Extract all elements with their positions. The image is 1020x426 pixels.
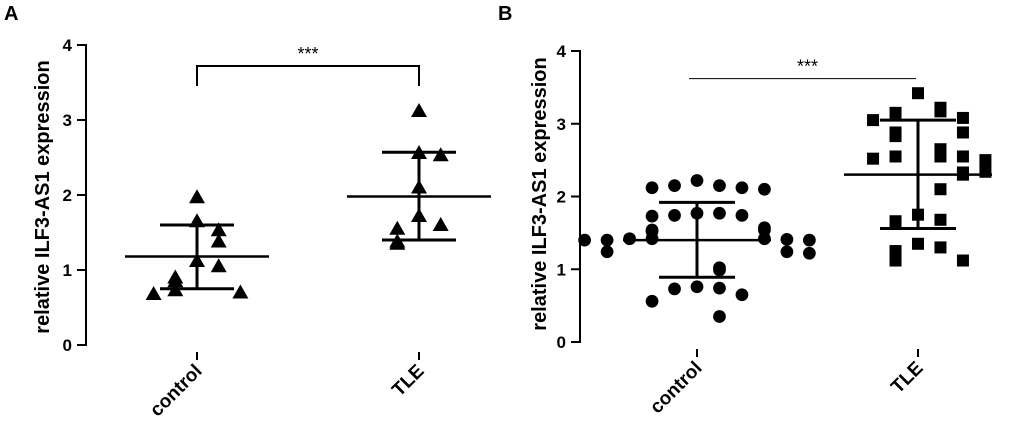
data-point [934, 241, 947, 254]
data-point [912, 87, 924, 100]
data-point [956, 150, 969, 163]
y-tick-label: 2 [63, 186, 72, 205]
data-point [713, 263, 726, 277]
y-tick-label: 1 [63, 261, 72, 280]
data-point [979, 165, 992, 178]
y-tick-label: 3 [63, 111, 72, 130]
x-tick-label: control [146, 361, 206, 421]
data-point [867, 152, 880, 165]
data-point [803, 233, 816, 247]
data-point [758, 223, 771, 237]
significance-label: *** [297, 44, 318, 64]
data-point [780, 233, 794, 246]
data-point [889, 150, 902, 163]
data-point [956, 126, 969, 139]
y-tick-label: 3 [557, 115, 566, 134]
data-point [668, 179, 681, 192]
data-point [210, 222, 227, 237]
data-point [713, 179, 726, 192]
data-point [979, 154, 992, 167]
y-axis-label-b: relative ILF3-AS1 expression [529, 57, 551, 330]
data-point [780, 245, 794, 259]
data-point [232, 284, 249, 299]
data-point [889, 215, 902, 228]
significance-bracket [196, 65, 420, 86]
data-point [210, 233, 227, 248]
significance-label: *** [797, 57, 818, 77]
x-tick-label: TLE [388, 361, 428, 401]
panel-b: B relative ILF3-AS1 expression 0 1 2 3 4 cont… [498, 3, 992, 418]
panel-a: A relative ILF3-AS1 expression 0 1 2 3 4 cont… [4, 3, 491, 421]
y-tick-label: 2 [557, 188, 566, 207]
data-point [934, 183, 947, 196]
data-point [210, 258, 227, 273]
data-point [645, 181, 659, 195]
x-tick-label: control [646, 358, 706, 418]
data-point [645, 232, 659, 246]
data-point [167, 273, 184, 288]
data-point [623, 232, 636, 246]
data-point [600, 245, 614, 259]
data-point [713, 310, 726, 323]
data-point [411, 103, 427, 117]
data-point [889, 245, 902, 258]
data-point [956, 111, 969, 124]
data-point [432, 217, 449, 231]
data-point [645, 294, 659, 308]
data-point [934, 213, 947, 226]
data-point [145, 286, 162, 300]
data-point [735, 288, 749, 302]
data-point [645, 209, 659, 223]
data-point [803, 246, 816, 260]
data-point [934, 150, 947, 163]
y-tick-label: 0 [63, 336, 72, 355]
data-point [934, 105, 947, 118]
data-point [432, 147, 449, 162]
data-point [668, 282, 681, 296]
data-point [600, 233, 614, 247]
data-point [735, 209, 749, 222]
data-point [956, 254, 969, 267]
data-point [889, 106, 902, 119]
y-tick-label: 1 [557, 260, 566, 279]
data-point [578, 233, 591, 247]
data-point [668, 209, 681, 222]
x-tick-label: TLE [887, 358, 927, 398]
y-tick-label: 0 [557, 333, 566, 352]
data-point [758, 232, 771, 246]
data-point [912, 237, 924, 250]
data-point [690, 174, 704, 187]
data-point [713, 281, 726, 295]
data-point [389, 235, 406, 250]
data-point [889, 130, 902, 143]
data-point [389, 220, 406, 235]
y-axis-label-a: relative ILF3-AS1 expression [32, 60, 54, 333]
y-tick-label: 4 [557, 42, 567, 61]
panel-letter-a: A [4, 3, 18, 25]
data-point [867, 114, 880, 127]
data-point [758, 182, 771, 196]
data-point [735, 181, 749, 195]
panel-letter-b: B [498, 3, 512, 25]
data-point [690, 280, 704, 294]
data-point [713, 206, 726, 220]
data-point [889, 254, 902, 267]
y-tick-label: 4 [63, 36, 73, 55]
data-point [189, 189, 205, 204]
